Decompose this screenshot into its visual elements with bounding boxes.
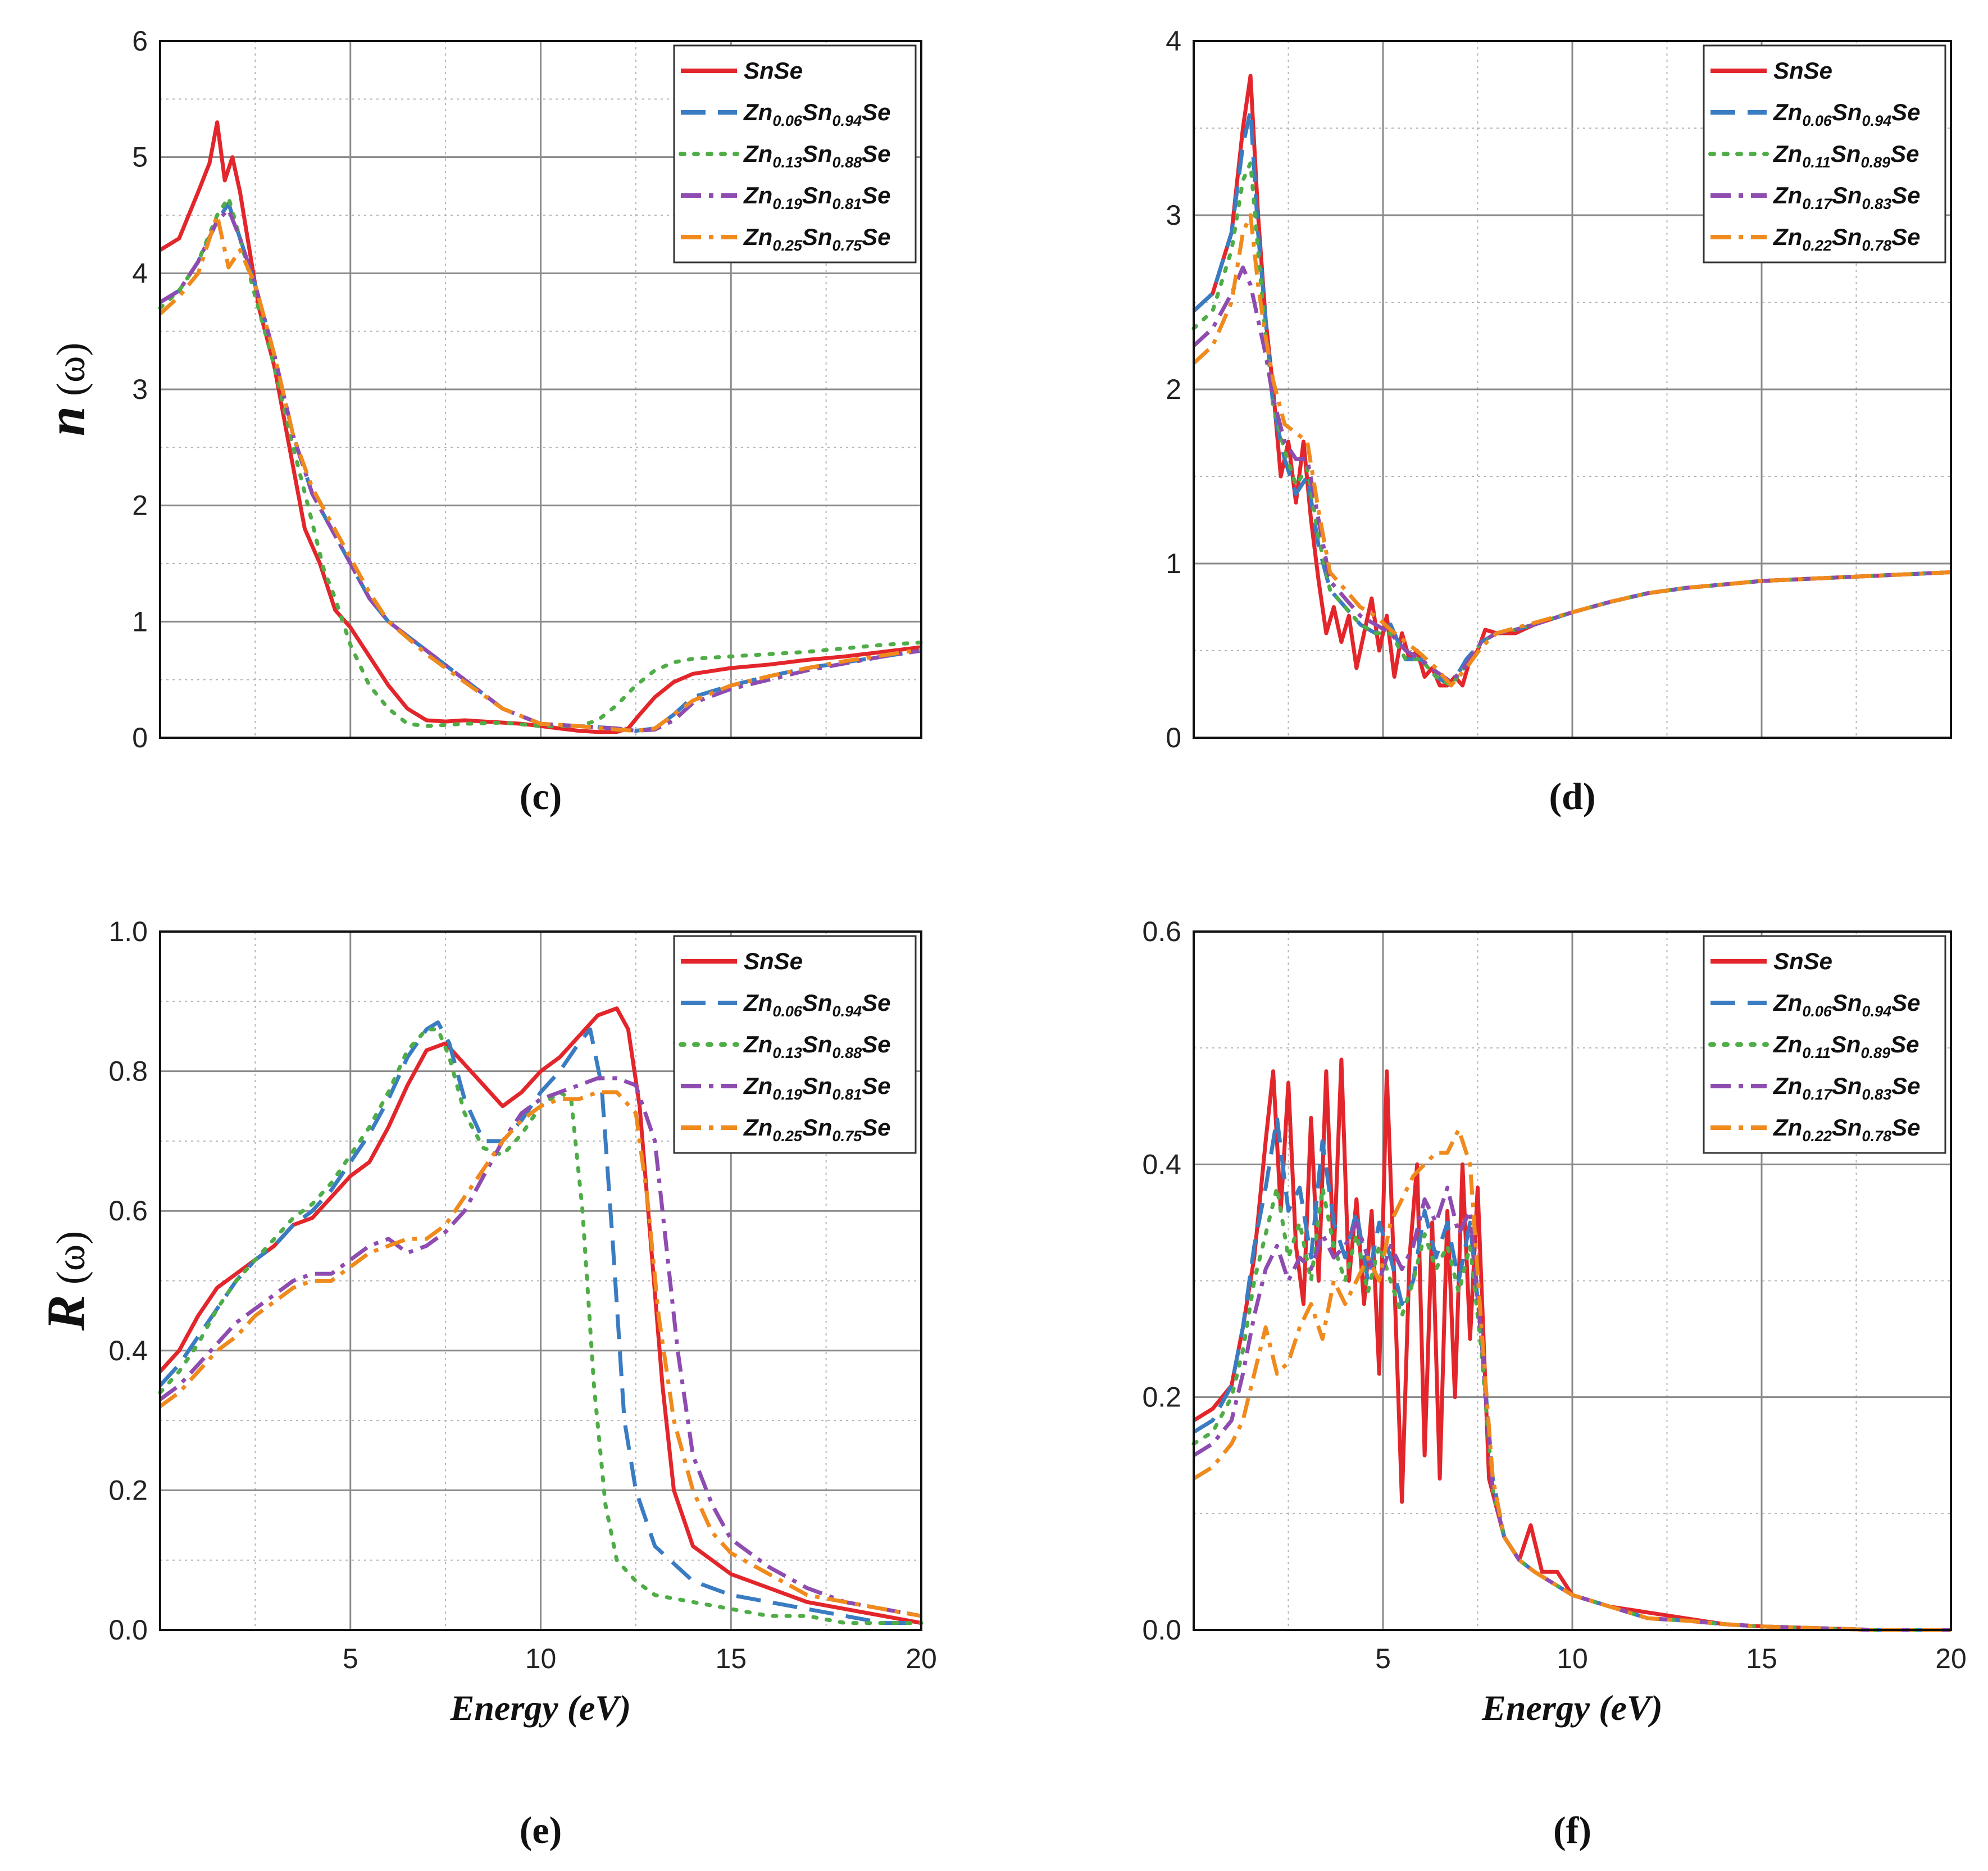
- legend-label: Zn0.06​Sn0.94​Se: [743, 989, 890, 1020]
- legend-label: Zn0.19​Sn0.81​Se: [743, 182, 890, 212]
- series-group: [158, 1006, 924, 1625]
- y-tick-label: 6: [132, 25, 148, 57]
- y-axis-label: n(ω): [36, 343, 96, 437]
- y-tick-label: 0.8: [108, 1056, 148, 1087]
- plot-frame: [1193, 40, 1952, 739]
- y-tick-label: 0: [1166, 722, 1181, 753]
- series-line: [158, 213, 922, 733]
- legend-box: [673, 935, 917, 1154]
- x-tick-label: 5: [1375, 1643, 1391, 1674]
- legend-label: Zn0.06​Sn0.94​Se: [743, 99, 890, 129]
- series-group: [158, 120, 924, 734]
- y-tick-label: 0.6: [1142, 916, 1181, 947]
- y-tick-label: 3: [1166, 199, 1181, 231]
- legend-label: Zn0.11​Sn0.89​Se: [1773, 140, 1919, 171]
- legend-box: [1703, 44, 1946, 264]
- legend-label: Zn0.25​Sn0.75​Se: [743, 1114, 890, 1145]
- legend-label: Zn0.19​Sn0.81​Se: [743, 1073, 890, 1103]
- chart-f: 0.0 0.2 0.4 0.6 5 10 15 20 Energy (eV) (f) SnSe Zn0…: [1142, 916, 1966, 1851]
- series-line: [158, 1090, 922, 1618]
- series-group: [1191, 1057, 1953, 1632]
- y-tick-label: 3: [132, 374, 148, 405]
- x-tick-label: 5: [343, 1643, 358, 1674]
- series-line: [1192, 213, 1951, 688]
- legend-label: Zn0.17​Sn0.83​Se: [1773, 182, 1920, 212]
- series-line: [159, 120, 922, 734]
- chart-c: 0 1 2 3 4 5 6 n(ω) (c) SnSe Zn0.06​Sn0.94​Se Zn0.13…: [36, 25, 924, 818]
- y-tick-label: 1: [1166, 548, 1181, 579]
- chart-d: 0 1 2 3 4 (d) SnSe Zn0.06​Sn0.94​Se Zn0.11​Sn0.8…: [1166, 25, 1953, 818]
- legend-label: SnSe: [744, 948, 803, 974]
- y-tick-label: 5: [132, 142, 148, 173]
- legend: SnSe Zn0.06​Sn0.94​Se Zn0.11​Sn0.89​Se Zn0.…: [1703, 935, 1946, 1154]
- y-tick-label: 0.4: [108, 1335, 148, 1366]
- plot-frame: [159, 40, 922, 739]
- y-tick-label: 2: [1166, 374, 1181, 405]
- panel-label: (d): [1549, 775, 1595, 818]
- plot-frame: [1193, 930, 1952, 1631]
- legend-label: Zn0.11​Sn0.89​Se: [1773, 1031, 1919, 1061]
- legend-label: Zn0.17​Sn0.83​Se: [1773, 1073, 1920, 1103]
- y-tick-label: 0: [132, 722, 148, 753]
- legend-label: SnSe: [1773, 948, 1832, 974]
- y-axis-label: R(ω): [36, 1231, 96, 1331]
- series-group: [1191, 74, 1953, 688]
- legend-box: [1703, 935, 1946, 1154]
- x-tick-label: 15: [1746, 1643, 1777, 1674]
- x-axis-label: Energy (eV): [450, 1688, 631, 1728]
- y-tick-label: 0.0: [1142, 1614, 1181, 1646]
- y-tick-label: 0.6: [108, 1195, 148, 1227]
- panel-label: (f): [1553, 1809, 1591, 1851]
- legend-box: [673, 44, 917, 264]
- y-tick-label: 1.0: [108, 916, 148, 947]
- legend: SnSe Zn0.06​Sn0.94​Se Zn0.13​Sn0.88​Se Zn0.…: [673, 935, 917, 1154]
- x-tick-label: 10: [1557, 1643, 1588, 1674]
- legend-label: Zn0.25​Sn0.75​Se: [743, 224, 890, 254]
- legend-label: Zn0.06​Sn0.94​Se: [1773, 989, 1920, 1020]
- series-line: [159, 207, 922, 733]
- legend-label: SnSe: [1773, 57, 1832, 84]
- y-tick-label: 1: [132, 606, 148, 637]
- legend: SnSe Zn0.06​Sn0.94​Se Zn0.13​Sn0.88​Se Zn0.…: [673, 44, 917, 264]
- chart-e: 0.0 0.2 0.4 0.6 0.8 1.0 5 10 15 20 Energy (eV) R(ω)…: [36, 916, 937, 1851]
- x-axis-label: Energy (eV): [1481, 1688, 1663, 1728]
- x-tick-label: 20: [1935, 1643, 1967, 1674]
- legend: SnSe Zn0.06​Sn0.94​Se Zn0.11​Sn0.89​Se Zn0.…: [1703, 44, 1946, 264]
- series-line: [158, 1006, 922, 1625]
- legend-label: SnSe: [744, 57, 803, 84]
- x-tick-label: 15: [715, 1643, 747, 1674]
- y-tick-label: 0.2: [1142, 1382, 1181, 1413]
- series-line: [158, 1027, 924, 1625]
- legend-label: Zn0.13​Sn0.88​Se: [743, 140, 890, 171]
- panel-label: (c): [520, 775, 562, 818]
- legend-label: Zn0.13​Sn0.88​Se: [743, 1031, 890, 1061]
- panel-label: (e): [520, 1809, 562, 1851]
- y-tick-label: 0.2: [108, 1474, 148, 1506]
- y-tick-label: 4: [132, 257, 148, 289]
- legend-label: Zn0.22​Sn0.78​Se: [1773, 1114, 1920, 1145]
- plot-frame: [159, 930, 922, 1631]
- series-line: [1193, 1127, 1951, 1632]
- series-line: [1193, 1057, 1951, 1632]
- x-tick-label: 20: [906, 1643, 937, 1674]
- y-tick-label: 2: [132, 490, 148, 521]
- legend-label: Zn0.22​Sn0.78​Se: [1773, 224, 1920, 254]
- y-tick-label: 4: [1166, 25, 1181, 57]
- legend-label: Zn0.06​Sn0.94​Se: [1773, 99, 1920, 129]
- x-tick-label: 10: [525, 1643, 557, 1674]
- y-tick-label: 0.0: [108, 1614, 148, 1646]
- y-tick-label: 0.4: [1142, 1148, 1181, 1180]
